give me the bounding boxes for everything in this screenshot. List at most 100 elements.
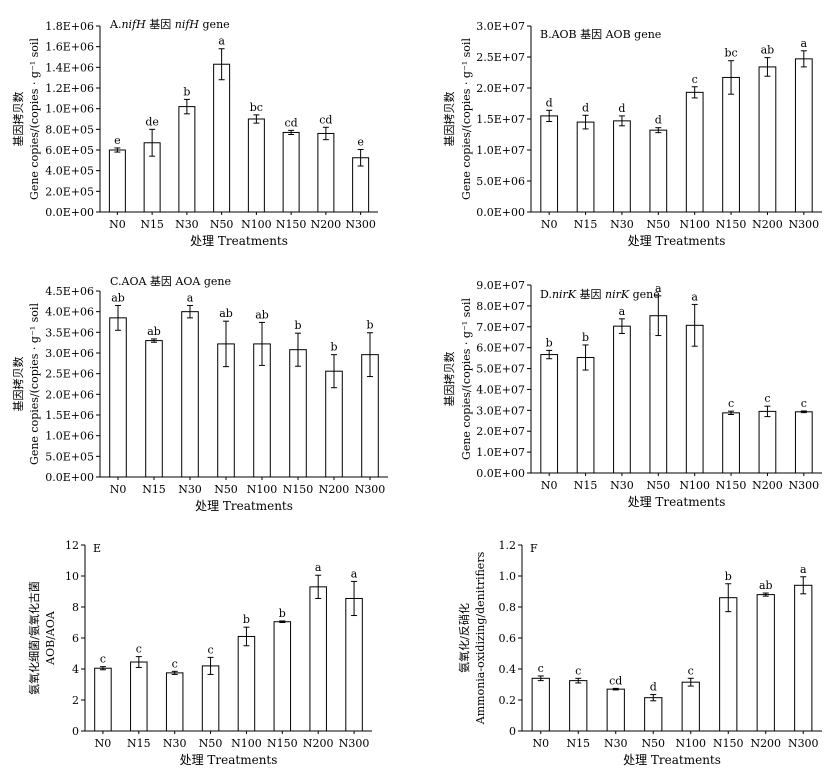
y-tick-label: 5.0E+07: [476, 363, 525, 376]
bar: [237, 635, 256, 732]
bar: [109, 317, 127, 478]
significance-letter: bc: [250, 101, 263, 114]
x-tick-label: N50: [647, 479, 671, 492]
significance-letter: c: [207, 643, 213, 656]
significance-letter: cd: [285, 116, 298, 129]
x-tick-label: N0: [541, 218, 558, 231]
x-tick-label: N300: [788, 737, 819, 750]
significance-letter: b: [294, 319, 301, 332]
x-tick-label: N0: [109, 218, 126, 231]
y-tick-label: 1.0E+06: [45, 430, 94, 443]
significance-letter: c: [100, 653, 106, 666]
y-tick-label: 7.0E+07: [476, 321, 525, 334]
significance-letter: e: [114, 134, 121, 147]
x-tick-label: N100: [679, 218, 710, 231]
y-tick-label: 2: [72, 694, 79, 707]
y-tick-label: 0: [72, 725, 79, 738]
y-tick-label: 4.0E+05: [45, 165, 94, 178]
y-tick-label: 0.0E+00: [45, 471, 94, 484]
y-tick-label: 1.0E+07: [476, 144, 525, 157]
y-tick-label: 2.5E+07: [476, 51, 525, 64]
bar: [722, 412, 740, 474]
bar: [719, 597, 738, 732]
panel-d: 0.0E+00 1.0E+07 2.0E+07 3.0E+07 4.0E+07 5.0E+…: [442, 279, 822, 509]
y-tick-label: 2.0E+06: [45, 388, 94, 401]
y-tick-label: 8.0E+07: [476, 300, 525, 313]
significance-letter: a: [351, 567, 358, 580]
bar: [273, 621, 292, 732]
significance-letter: a: [800, 563, 807, 576]
panel-title: F: [530, 542, 538, 555]
panel-e: 0 2 4 6 8 10 12 c N0 c N15 c N30 c N50 b N100 b N150 a N200 a…: [27, 539, 372, 767]
y-tick-label: 1.0E+07: [476, 446, 525, 459]
significance-letter: b: [243, 613, 250, 626]
y-tick-label: 6.0E+05: [45, 144, 94, 157]
bar: [758, 66, 777, 213]
y-tick-label: 8: [72, 601, 79, 614]
bar: [685, 324, 704, 474]
bar: [540, 115, 559, 213]
significance-letter: cd: [609, 674, 622, 687]
y-tick-label: 6: [72, 632, 79, 645]
bar: [309, 586, 327, 732]
y-tick-label: 3.0E+07: [476, 404, 525, 417]
x-tick-label: N200: [752, 218, 783, 231]
significance-letter: b: [582, 331, 589, 344]
y-tick-label: 1.6E+06: [45, 41, 94, 54]
x-tick-label: N200: [319, 483, 350, 496]
x-tick-label: N150: [267, 737, 298, 750]
bar: [181, 311, 199, 478]
y-tick-label: 2.0E+07: [476, 425, 525, 438]
significance-letter: c: [538, 662, 544, 675]
x-axis-label: 处理 Treatments: [623, 753, 721, 767]
y-tick-label: 12: [65, 539, 79, 552]
significance-letter: a: [218, 35, 225, 48]
bar: [145, 340, 163, 478]
x-tick-label: N50: [214, 483, 238, 496]
x-tick-label: N150: [716, 479, 747, 492]
x-tick-label: N150: [276, 218, 307, 231]
significance-letter: a: [801, 37, 808, 50]
y-tick-label: 1.2: [499, 539, 517, 552]
x-tick-label: N30: [178, 483, 202, 496]
x-tick-label: N50: [210, 218, 234, 231]
bar: [644, 697, 663, 732]
y-axis-label-cn: 基因拷贝数: [442, 92, 456, 147]
significance-letter: b: [546, 336, 553, 349]
x-tick-label: N0: [532, 737, 549, 750]
y-axis-label-cn: 基因拷贝数: [11, 92, 25, 147]
y-tick-label: 0.4: [499, 663, 517, 676]
significance-letter: a: [315, 561, 322, 574]
y-tick-label: 3.5E+06: [45, 326, 94, 339]
x-tick-label: N0: [541, 479, 558, 492]
significance-letter: ab: [759, 579, 773, 592]
y-tick-label: 4.5E+06: [45, 285, 94, 298]
panel-title: B.AOB 基因 AOB gene: [540, 28, 661, 41]
y-tick-label: 1.0: [499, 570, 517, 583]
significance-letter: de: [145, 115, 159, 128]
significance-letter: b: [183, 85, 190, 98]
panel-title: E: [93, 542, 101, 555]
panel-b: 0.0E+00 5.0E+06 1.0E+07 1.5E+07 2.0E+07 2.5E+…: [442, 20, 822, 248]
x-tick-label: N15: [566, 737, 590, 750]
panel-a: 0.0E+00 2.0E+05 4.0E+05 6.0E+05 8.0E+05 1.0E+…: [11, 18, 378, 248]
y-tick-label: 0.0E+00: [476, 206, 525, 219]
x-tick-label: N15: [140, 218, 164, 231]
significance-letter: ab: [219, 307, 233, 320]
x-tick-label: N0: [95, 737, 112, 750]
panel-title: D.nirK 基因 nirK gene: [540, 288, 660, 301]
bar: [165, 672, 184, 732]
bar: [289, 349, 307, 478]
y-tick-label: 0.6: [499, 632, 517, 645]
x-tick-label: N200: [750, 737, 781, 750]
y-tick-label: 10: [65, 570, 79, 583]
significance-letter: b: [366, 319, 373, 332]
significance-letter: a: [655, 282, 662, 295]
significance-letter: ab: [761, 44, 775, 57]
panel-title: C.AOA 基因 AOA gene: [110, 275, 231, 288]
bar: [681, 681, 700, 732]
x-tick-label: N150: [283, 483, 314, 496]
y-tick-label: 8.0E+05: [45, 123, 94, 136]
y-tick-label: 1.8E+06: [45, 20, 94, 33]
panel-title: A.nifH 基因 nifH gene: [109, 18, 230, 31]
